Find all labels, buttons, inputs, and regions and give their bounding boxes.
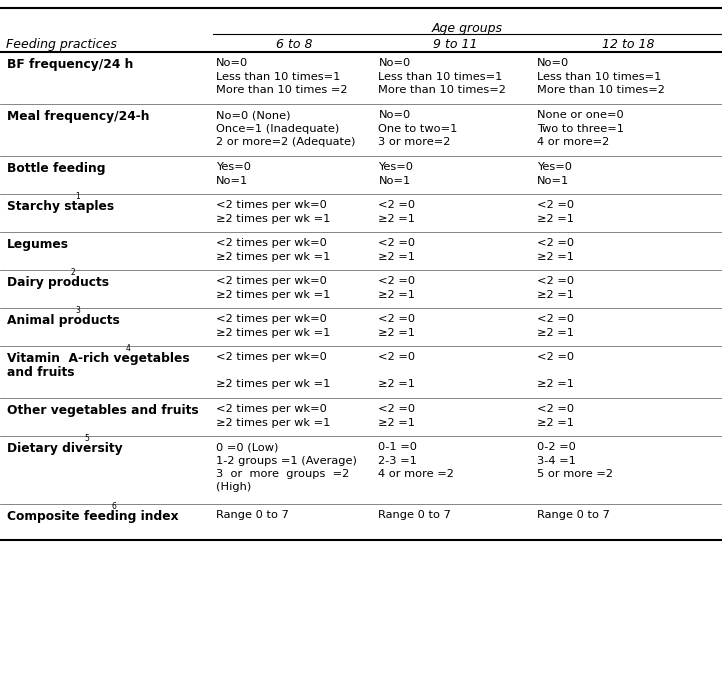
Text: No=0 (None): No=0 (None) [216,110,290,120]
Text: <2 =0: <2 =0 [537,200,575,210]
Text: None or one=0: None or one=0 [537,110,624,120]
Text: 2 or more=2 (Adequate): 2 or more=2 (Adequate) [216,137,355,147]
Text: ≥2 =1: ≥2 =1 [537,328,574,337]
Text: <2 =0: <2 =0 [537,238,575,248]
Text: BF frequency/24 h: BF frequency/24 h [6,58,133,71]
Text: One to two=1: One to two=1 [378,123,458,134]
Text: and fruits: and fruits [6,365,74,379]
Text: 6: 6 [112,502,117,511]
Text: <2 =0: <2 =0 [537,404,575,414]
Text: Yes=0: Yes=0 [216,162,251,172]
Text: ≥2 times per wk =1: ≥2 times per wk =1 [216,214,331,223]
Text: 0-1 =0: 0-1 =0 [378,442,417,452]
Text: 3: 3 [75,306,80,315]
Text: More than 10 times=2: More than 10 times=2 [378,85,506,95]
Text: ≥2 =1: ≥2 =1 [537,290,574,300]
Text: 2-3 =1: 2-3 =1 [378,456,417,466]
Text: No=0: No=0 [378,58,411,68]
Text: <2 =0: <2 =0 [378,200,416,210]
Text: <2 =0: <2 =0 [537,276,575,286]
Text: 4: 4 [126,344,131,353]
Text: Less than 10 times=1: Less than 10 times=1 [378,71,503,81]
Text: 4 or more =2: 4 or more =2 [378,469,454,479]
Text: ≥2 times per wk =1: ≥2 times per wk =1 [216,251,331,262]
Text: Yes=0: Yes=0 [537,162,573,172]
Text: 1: 1 [75,192,80,201]
Text: Once=1 (Inadequate): Once=1 (Inadequate) [216,123,339,134]
Text: Composite feeding index: Composite feeding index [6,510,178,523]
Text: Two to three=1: Two to three=1 [537,123,625,134]
Text: No=0: No=0 [216,58,248,68]
Text: ≥2 times per wk =1: ≥2 times per wk =1 [216,290,331,300]
Text: ≥2 =1: ≥2 =1 [378,328,415,337]
Text: Feeding practices: Feeding practices [6,38,116,51]
Text: <2 =0: <2 =0 [378,314,416,324]
Text: Range 0 to 7: Range 0 to 7 [378,510,451,520]
Text: ≥2 =1: ≥2 =1 [537,214,574,223]
Text: ≥2 =1: ≥2 =1 [378,251,415,262]
Text: Yes=0: Yes=0 [378,162,414,172]
Text: <2 times per wk=0: <2 times per wk=0 [216,200,327,210]
Text: 3  or  more  groups  =2: 3 or more groups =2 [216,469,349,479]
Text: ≥2 times per wk =1: ≥2 times per wk =1 [216,379,331,389]
Text: No=1: No=1 [216,176,248,186]
Text: ≥2 =1: ≥2 =1 [378,417,415,428]
Text: Less than 10 times=1: Less than 10 times=1 [537,71,661,81]
Text: ≥2 times per wk =1: ≥2 times per wk =1 [216,328,331,337]
Text: 12 to 18: 12 to 18 [602,38,654,51]
Text: Starchy staples: Starchy staples [6,200,114,213]
Text: 4 or more=2: 4 or more=2 [537,137,609,147]
Text: ≥2 times per wk =1: ≥2 times per wk =1 [216,417,331,428]
Text: Range 0 to 7: Range 0 to 7 [216,510,289,520]
Text: <2 times per wk=0: <2 times per wk=0 [216,276,327,286]
Text: Legumes: Legumes [6,238,69,251]
Text: <2 =0: <2 =0 [378,404,416,414]
Text: No=0: No=0 [537,58,570,68]
Text: <2 =0: <2 =0 [537,352,575,362]
Text: Animal products: Animal products [6,314,119,327]
Text: <2 =0: <2 =0 [378,238,416,248]
Text: ≥2 =1: ≥2 =1 [378,290,415,300]
Text: 5: 5 [84,434,90,443]
Text: Less than 10 times=1: Less than 10 times=1 [216,71,340,81]
Text: Dairy products: Dairy products [6,276,108,289]
Text: <2 times per wk=0: <2 times per wk=0 [216,238,327,248]
Text: Vitamin  A-rich vegetables: Vitamin A-rich vegetables [6,352,189,365]
Text: 6 to 8: 6 to 8 [276,38,313,51]
Text: Dietary diversity: Dietary diversity [6,442,122,455]
Text: 3-4 =1: 3-4 =1 [537,456,576,466]
Text: Range 0 to 7: Range 0 to 7 [537,510,610,520]
Text: Other vegetables and fruits: Other vegetables and fruits [6,404,199,417]
Text: <2 times per wk=0: <2 times per wk=0 [216,352,327,362]
Text: 9 to 11: 9 to 11 [432,38,477,51]
Text: 0 =0 (Low): 0 =0 (Low) [216,442,279,452]
Text: <2 times per wk=0: <2 times per wk=0 [216,404,327,414]
Text: 3 or more=2: 3 or more=2 [378,137,451,147]
Text: <2 =0: <2 =0 [537,314,575,324]
Text: ≥2 =1: ≥2 =1 [378,214,415,223]
Text: Meal frequency/24-h: Meal frequency/24-h [6,110,149,123]
Text: 2: 2 [71,268,75,277]
Text: No=0: No=0 [378,110,411,120]
Text: No=1: No=1 [378,176,411,186]
Text: <2 times per wk=0: <2 times per wk=0 [216,314,327,324]
Text: (High): (High) [216,482,251,493]
Text: More than 10 times=2: More than 10 times=2 [537,85,665,95]
Text: <2 =0: <2 =0 [378,352,416,362]
Text: 0-2 =0: 0-2 =0 [537,442,576,452]
Text: ≥2 =1: ≥2 =1 [537,379,574,389]
Text: No=1: No=1 [537,176,570,186]
Text: ≥2 =1: ≥2 =1 [537,251,574,262]
Text: More than 10 times =2: More than 10 times =2 [216,85,347,95]
Text: ≥2 =1: ≥2 =1 [378,379,415,389]
Text: Age groups: Age groups [432,22,503,35]
Text: 1-2 groups =1 (Average): 1-2 groups =1 (Average) [216,456,357,466]
Text: ≥2 =1: ≥2 =1 [537,417,574,428]
Text: <2 =0: <2 =0 [378,276,416,286]
Text: Bottle feeding: Bottle feeding [6,162,105,175]
Text: 5 or more =2: 5 or more =2 [537,469,613,479]
